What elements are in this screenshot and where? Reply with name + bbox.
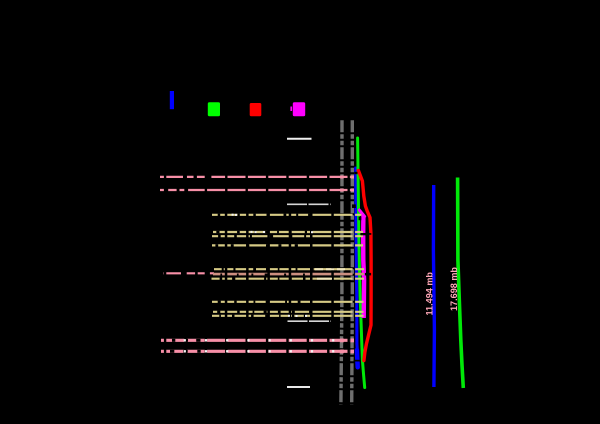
svg-text:17.698 mb: 17.698 mb	[449, 267, 459, 311]
svg-text:11.494 mb: 11.494 mb	[425, 272, 435, 316]
